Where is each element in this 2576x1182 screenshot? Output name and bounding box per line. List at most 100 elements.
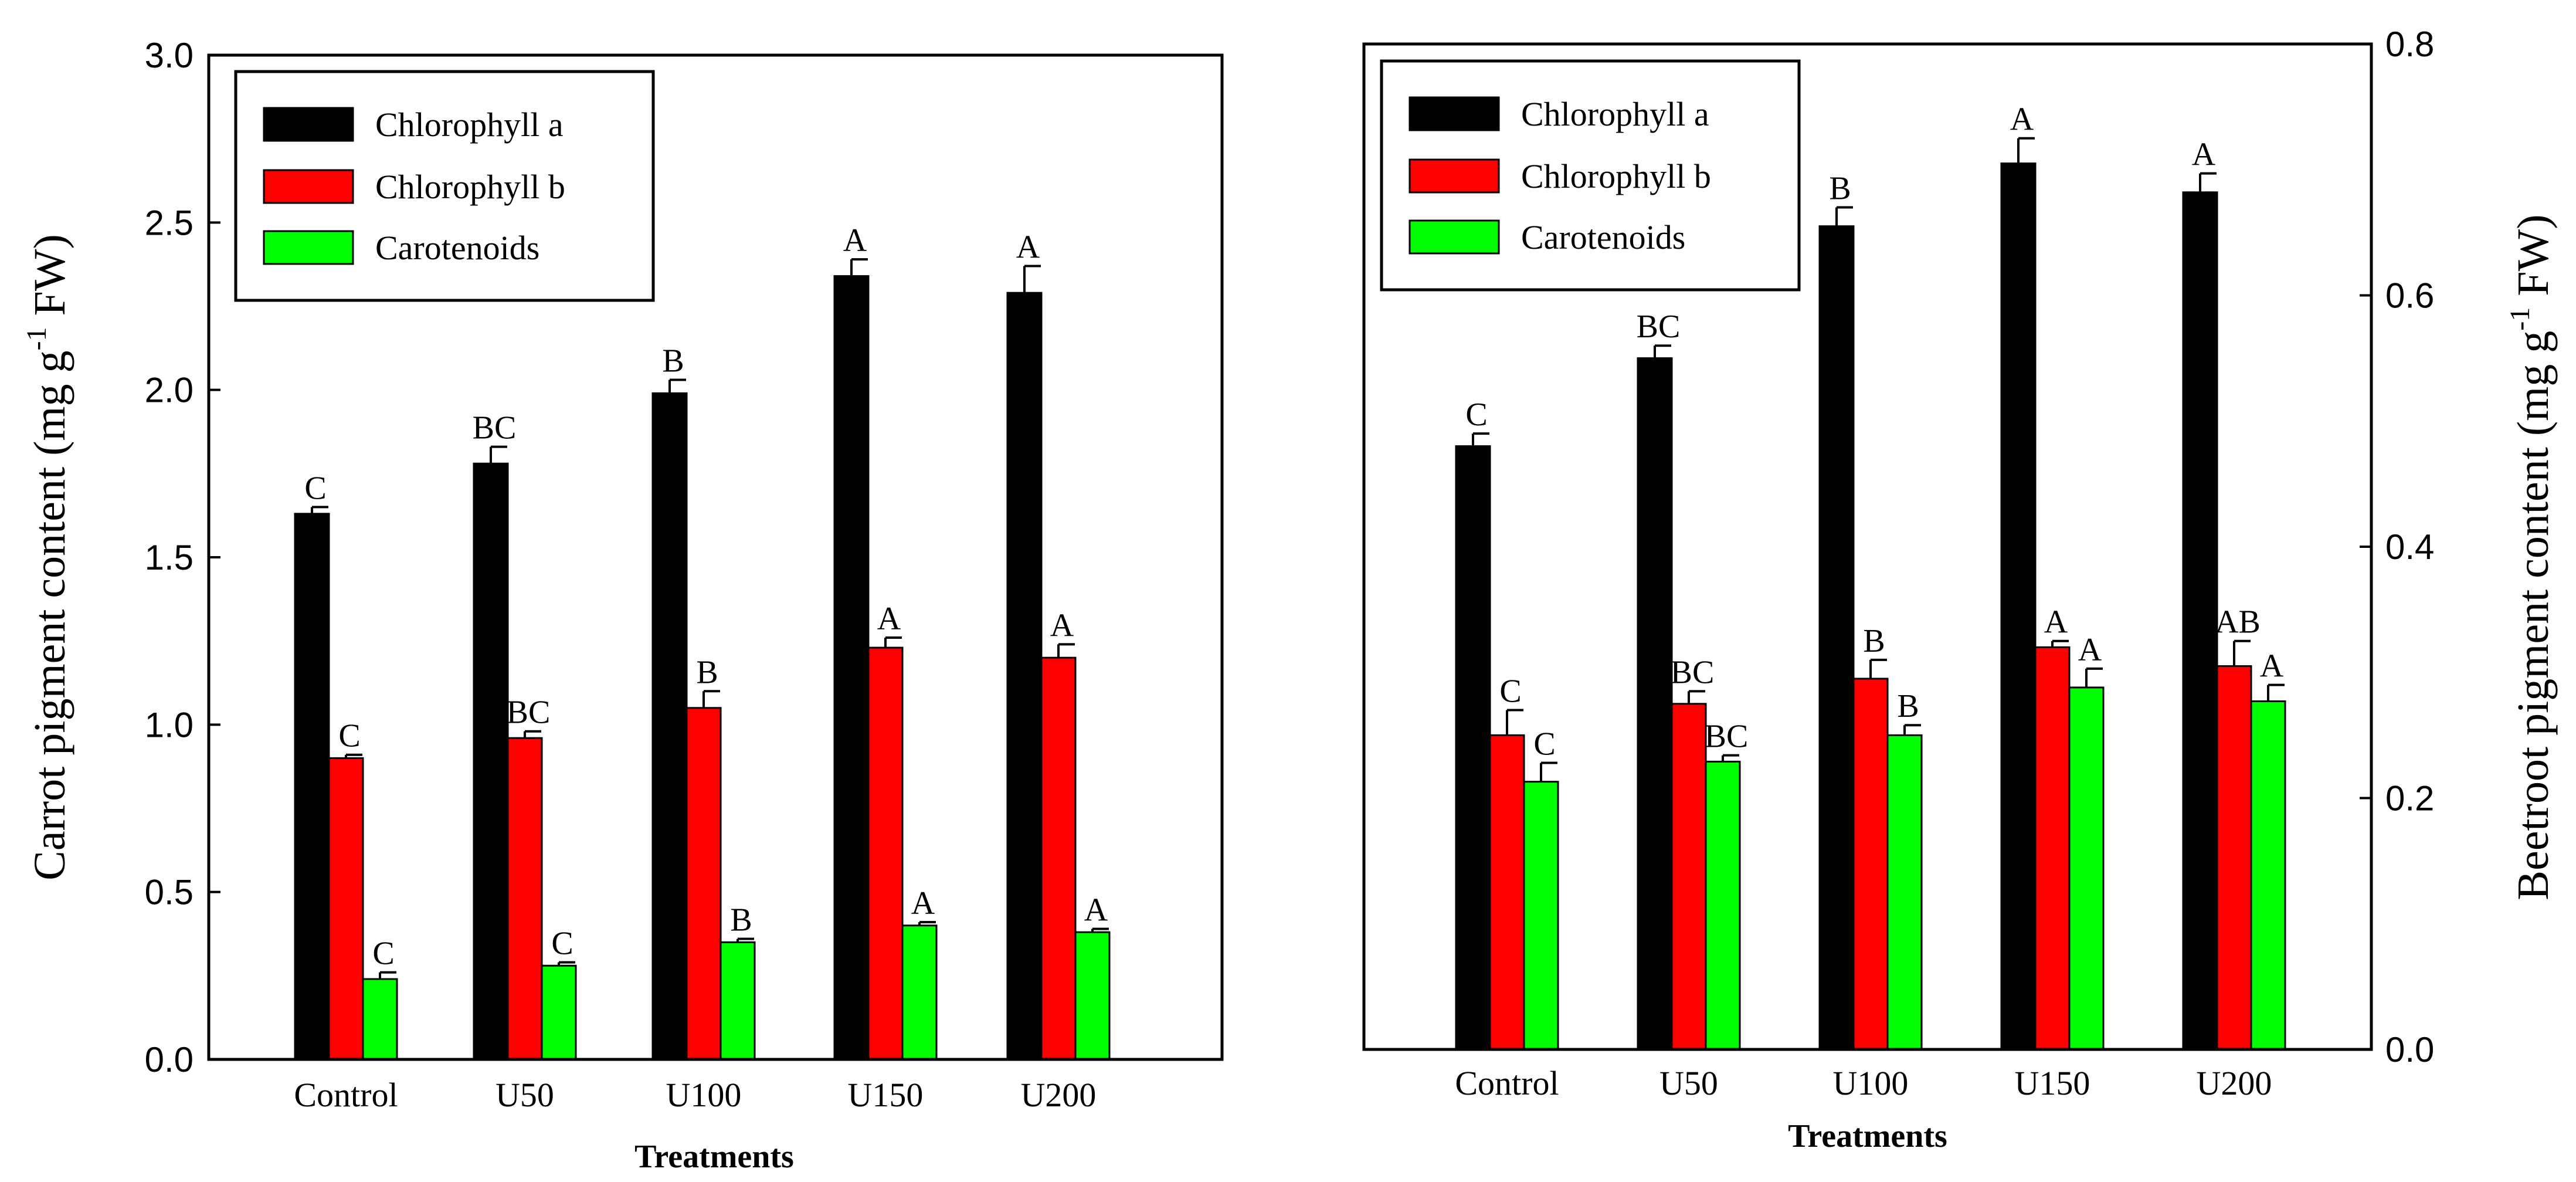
beetroot-bar-carotenoids-u100 — [1886, 734, 1923, 1051]
carrot-bar-carotenoids-u50 — [541, 964, 577, 1061]
carrot-error-bars — [311, 258, 1109, 980]
carrot-letter-chlorophyll-a-u150: A — [843, 222, 867, 259]
beetroot-bar-carotenoids-u200 — [2250, 700, 2286, 1051]
beetroot-legend-swatch-chlorophyll-a — [1409, 96, 1500, 131]
beetroot-y-tick-labels: 0.0 0.2 0.4 0.6 0.8 — [2385, 25, 2434, 1069]
beetroot-y-tick-label: 0.4 — [2385, 527, 2434, 567]
beetroot-letter-carotenoids-u150: A — [2078, 632, 2102, 668]
carrot-chart-panel: 0.00.51.01.52.02.53.0 CCCBCBCCBBBAAAAAA … — [21, 36, 1224, 1175]
carrot-bar-chlorophyll-a-u100 — [651, 392, 688, 1061]
beetroot-legend-label-carotenoids: Carotenoids — [1521, 218, 1685, 256]
carrot-bar-carotenoids-control — [362, 978, 398, 1061]
beetroot-bar-chlorophyll-b-u150 — [2034, 646, 2071, 1051]
beetroot-bar-chlorophyll-a-control — [1455, 445, 1491, 1051]
carrot-letter-chlorophyll-b-u150: A — [877, 601, 901, 637]
carrot-letter-chlorophyll-b-u50: BC — [507, 695, 551, 731]
beetroot-bar-carotenoids-u50 — [1705, 760, 1741, 1051]
carrot-bar-chlorophyll-b-u100 — [685, 707, 722, 1061]
carrot-y-tick-label: 2.0 — [145, 371, 194, 410]
carrot-bar-chlorophyll-b-control — [328, 757, 364, 1061]
carrot-legend-swatch-chlorophyll-a — [263, 107, 354, 142]
carrot-y-tick-labels: 0.0 0.5 1.0 1.5 2.0 2.5 3.0 — [145, 36, 194, 1079]
carrot-x-tick-label-u150: U150 — [848, 1076, 924, 1114]
beetroot-y-tick-label: 0.6 — [2385, 276, 2434, 316]
beetroot-bar-chlorophyll-a-u100 — [1818, 225, 1855, 1051]
beetroot-legend-label-chlorophyll-a: Chlorophyll a — [1521, 95, 1709, 133]
carrot-x-tick-label-u50: U50 — [495, 1076, 554, 1114]
carrot-letter-carotenoids-u150: A — [911, 885, 935, 922]
beetroot-letter-chlorophyll-b-u100: B — [1863, 623, 1885, 659]
carrot-y-tick-label: 1.0 — [145, 705, 194, 744]
beetroot-category-labels: Control U50 U100 U150 U200 — [1455, 1064, 2272, 1102]
carrot-bar-chlorophyll-b-u150 — [867, 646, 904, 1061]
beetroot-y-tick-label: 0.0 — [2385, 1030, 2434, 1069]
carrot-letter-chlorophyll-a-u50: BC — [473, 410, 517, 446]
beetroot-bar-chlorophyll-b-u50 — [1671, 703, 1707, 1051]
carrot-y-tick-label: 0.5 — [145, 873, 194, 912]
beetroot-plot-frame — [1362, 42, 2373, 1051]
beetroot-letter-chlorophyll-a-u100: B — [1829, 171, 1851, 207]
carrot-plot-frame — [207, 53, 1224, 1061]
beetroot-letter-chlorophyll-a-u50: BC — [1637, 309, 1681, 345]
beetroot-bar-chlorophyll-b-u100 — [1852, 678, 1889, 1051]
carrot-bar-carotenoids-u150 — [901, 924, 938, 1061]
beetroot-letter-carotenoids-u200: A — [2260, 648, 2284, 685]
carrot-x-axis-title: Treatments — [634, 1139, 794, 1175]
carrot-letter-carotenoids-u200: A — [1084, 892, 1108, 928]
carrot-legend-swatch-carotenoids — [263, 230, 354, 265]
carrot-bar-chlorophyll-b-u50 — [507, 737, 543, 1061]
carrot-letter-chlorophyll-a-control: C — [304, 470, 326, 506]
beetroot-x-tick-label-u100: U100 — [1833, 1064, 1909, 1102]
carrot-legend-swatch-chlorophyll-b — [263, 169, 354, 204]
beetroot-bars — [1455, 162, 2286, 1051]
beetroot-letter-chlorophyll-a-u200: A — [2192, 137, 2216, 173]
carrot-letter-carotenoids-control: C — [372, 936, 394, 972]
beetroot-bar-chlorophyll-a-u200 — [2182, 191, 2218, 1051]
carrot-letter-chlorophyll-b-u100: B — [696, 654, 718, 690]
carrot-x-tick-label-u200: U200 — [1021, 1076, 1097, 1114]
carrot-letter-chlorophyll-b-u200: A — [1050, 607, 1074, 644]
carrot-y-tick-label: 0.0 — [145, 1040, 194, 1079]
beetroot-letter-carotenoids-u50: BC — [1705, 719, 1749, 755]
carrot-bar-carotenoids-u200 — [1074, 931, 1111, 1061]
beetroot-x-tick-label-control: Control — [1455, 1064, 1559, 1102]
carrot-legend-label-chlorophyll-a: Chlorophyll a — [375, 106, 564, 144]
beetroot-letter-carotenoids-u100: B — [1897, 688, 1919, 724]
beetroot-bar-chlorophyll-a-u50 — [1637, 357, 1673, 1051]
carrot-y-tick-label: 3.0 — [145, 36, 194, 75]
beetroot-legend-swatch-carotenoids — [1409, 219, 1500, 255]
carrot-bar-chlorophyll-a-u150 — [833, 275, 870, 1061]
carrot-letter-carotenoids-u100: B — [730, 902, 752, 939]
carrot-category-labels: Control U50 U100 U150 U200 — [294, 1076, 1096, 1114]
carrot-y-tick-label: 1.5 — [145, 538, 194, 577]
beetroot-bar-carotenoids-u150 — [2068, 686, 2105, 1051]
carrot-y-tick-label: 2.5 — [145, 203, 194, 242]
carrot-y-axis-ticks — [209, 54, 220, 1061]
carrot-bar-chlorophyll-a-control — [294, 513, 330, 1061]
carrot-bar-chlorophyll-a-u200 — [1006, 292, 1043, 1061]
beetroot-letter-chlorophyll-b-u200: AB — [2215, 604, 2261, 641]
beetroot-letter-carotenoids-control: C — [1533, 726, 1555, 763]
beetroot-x-axis-title: Treatments — [1788, 1118, 1947, 1154]
carrot-bar-chlorophyll-a-u50 — [473, 462, 509, 1061]
carrot-y-axis-title: Carrot pigment content (mg g-1 FW) — [21, 234, 74, 880]
beetroot-letter-chlorophyll-a-control: C — [1465, 397, 1487, 433]
carrot-bar-carotenoids-u100 — [719, 941, 756, 1061]
beetroot-letter-chlorophyll-b-u50: BC — [1671, 654, 1715, 690]
beetroot-y-axis-title: Beetroot pigment content (mg g-1 FW) — [2504, 214, 2558, 900]
beetroot-legend: Chlorophyll a Chlorophyll b Carotenoids — [1380, 59, 1801, 292]
carrot-letter-carotenoids-u50: C — [551, 926, 573, 962]
beetroot-bar-chlorophyll-b-u200 — [2216, 665, 2252, 1051]
beetroot-legend-swatch-chlorophyll-b — [1409, 158, 1500, 194]
carrot-x-tick-label-control: Control — [294, 1076, 398, 1114]
beetroot-y-axis-ticks — [2360, 43, 2371, 1051]
beetroot-bar-chlorophyll-b-control — [1489, 734, 1525, 1051]
carrot-legend: Chlorophyll a Chlorophyll b Carotenoids — [234, 70, 655, 302]
beetroot-letter-chlorophyll-b-control: C — [1499, 673, 1521, 710]
carrot-legend-label-carotenoids: Carotenoids — [375, 229, 539, 267]
beetroot-error-bars — [1472, 137, 2285, 782]
beetroot-legend-label-chlorophyll-b: Chlorophyll b — [1521, 157, 1711, 195]
beetroot-x-tick-label-u150: U150 — [2015, 1064, 2090, 1102]
